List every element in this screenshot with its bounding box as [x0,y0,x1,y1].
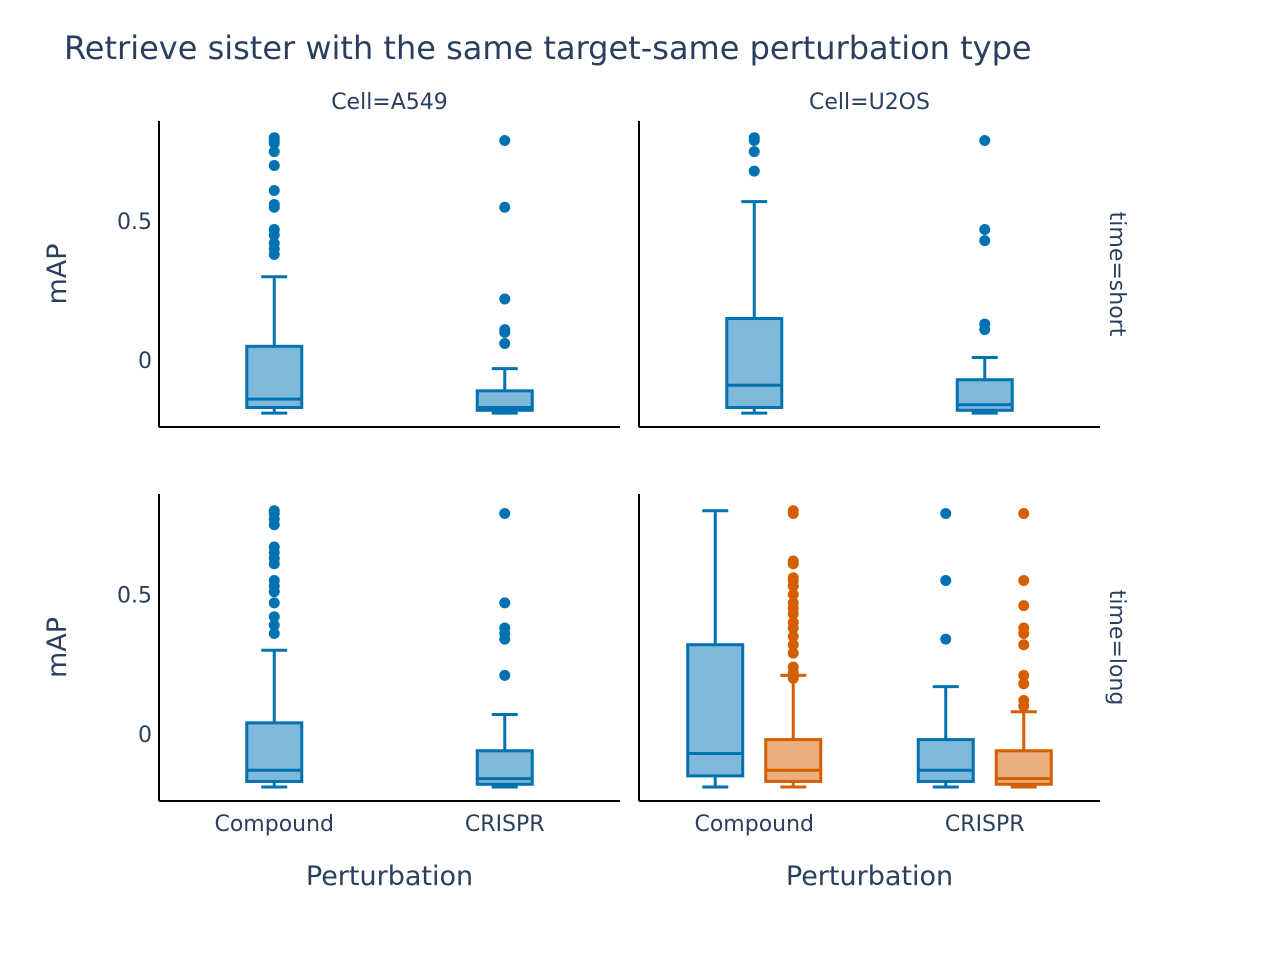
outlier-point [268,558,280,570]
y-tick-label: 0 [138,723,152,748]
outlier-point [268,597,280,609]
box-iqr [686,643,745,778]
outlier-point [268,249,280,261]
x-tick-label: Compound [214,812,334,837]
outlier-point [499,597,511,609]
outlier-point [1018,508,1030,520]
outlier-point [499,293,511,305]
box-iqr [725,317,784,410]
outlier-point [940,633,952,645]
outlier-point [787,672,799,684]
outlier-point [499,326,511,338]
outlier-point [499,633,511,645]
y-tick-label: 0.5 [117,583,152,608]
x-axis-title: Perturbation [786,861,953,892]
outlier-point [499,338,511,350]
outlier-point [979,235,991,247]
box-iqr [916,738,975,783]
outlier-point [499,669,511,681]
facet-label-col: Cell=U2OS [809,90,930,115]
plot-area: Cell=A549 Cell=U2OS time=short time=long 0 0.… [42,90,1129,892]
outlier-point [787,608,799,620]
outlier-point [268,201,280,213]
outlier-point [268,611,280,623]
outlier-point [787,580,799,592]
y-axis-title: mAP [42,617,73,678]
y-axis-title: mAP [42,243,73,304]
outlier-point [1018,600,1030,612]
outlier-point [787,558,799,570]
outlier-point [787,588,799,600]
outlier-point [748,146,760,158]
outlier-point [979,134,991,146]
outlier-point [1018,678,1030,690]
chart-title: Retrieve sister with the same target-sam… [64,29,1032,67]
outlier-point [268,628,280,640]
outlier-point [787,630,799,642]
outlier-point [268,619,280,631]
y-tick-label: 0 [138,349,152,374]
outlier-point [748,165,760,177]
outlier-point [787,508,799,520]
x-tick-label: CRISPR [945,812,1025,837]
facet-label-row: time=long [1104,590,1129,706]
outlier-point [268,137,280,149]
outlier-point [787,639,799,651]
outlier-point [499,134,511,146]
box-iqr [245,721,304,783]
x-tick-label: Compound [694,812,814,837]
outlier-point [748,134,760,146]
outlier-point [499,508,511,520]
outlier-point [1018,628,1030,640]
outlier-point [268,160,280,172]
outlier-point [1018,575,1030,587]
outlier-point [268,586,280,598]
outlier-point [268,519,280,531]
outlier-point [1018,669,1030,681]
outlier-point [940,508,952,520]
y-tick-label: 0.5 [117,210,152,235]
outlier-point [268,146,280,158]
x-tick-label: CRISPR [465,812,545,837]
facet-label-row: time=short [1104,212,1129,337]
outlier-point [787,622,799,634]
facet-label-col: Cell=A549 [331,90,448,115]
outlier-point [1018,639,1030,651]
outlier-point [979,223,991,235]
box-iqr [764,738,823,783]
outlier-point [268,229,280,241]
outlier-point [499,201,511,213]
box-iqr [475,389,534,412]
box-iqr [245,344,304,410]
outlier-point [268,185,280,197]
outlier-point [940,575,952,587]
x-axis-title: Perturbation [306,861,473,892]
outlier-point [787,647,799,659]
outlier-point [979,324,991,336]
outlier-point [1018,700,1030,712]
